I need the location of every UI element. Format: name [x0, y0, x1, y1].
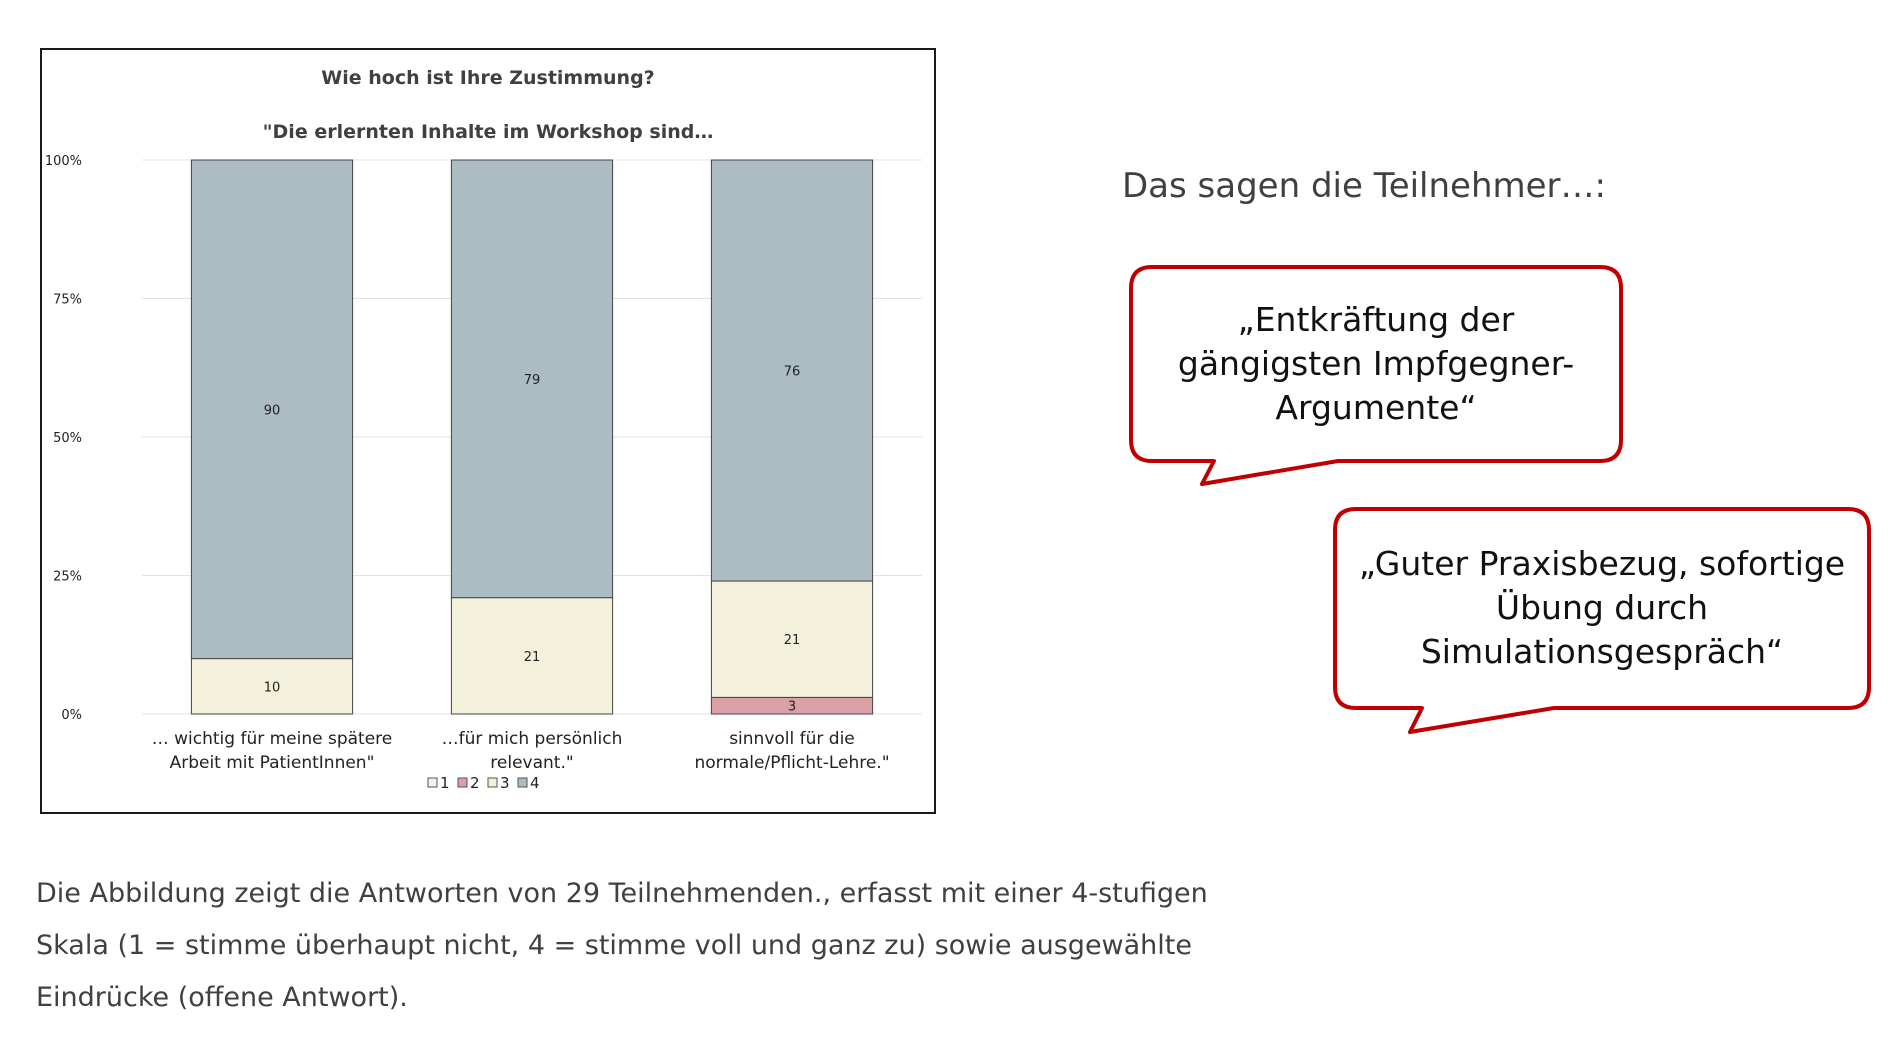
bar-value-label: 3 [788, 700, 796, 715]
quote-1-line-2: gängigsten Impfgegner- [1177, 344, 1575, 383]
y-tick-label: 0% [61, 708, 82, 723]
bar-value-label: 10 [264, 680, 281, 695]
category-label: normale/Pflicht-Lehre." [694, 753, 889, 773]
bar-value-label: 21 [524, 650, 541, 665]
quote-1-line-3: Argumente“ [1275, 388, 1477, 427]
category-label: … wichtig für meine spätere [152, 729, 393, 749]
legend: 1 2 3 4 [427, 774, 540, 792]
bar-value-label: 79 [524, 373, 541, 388]
bar-segment [710, 580, 874, 698]
figure-caption: Die Abbildung zeigt die Antworten von 29… [36, 878, 1208, 1013]
y-tick-label: 100% [45, 154, 82, 169]
legend-swatch [457, 777, 468, 788]
bar-segment [710, 159, 874, 582]
chart-title-line2: "Die erlernten Inhalte im Workshop sind… [263, 121, 714, 143]
y-tick-label: 25% [53, 570, 82, 585]
legend-label: 4 [530, 774, 540, 792]
quote-2-line-3: Simulationsgespräch“ [1420, 632, 1784, 671]
bar-value-label: 76 [784, 365, 801, 380]
speech-bubble-2-text: „Guter Praxisbezug, sofortige Übung durc… [1338, 512, 1866, 704]
speech-bubble-2: „Guter Praxisbezug, sofortige Übung durc… [1332, 506, 1872, 736]
bar-value-label: 90 [264, 403, 281, 418]
quote-2-line-1: „Guter Praxisbezug, sofortige [1358, 544, 1846, 583]
y-tick-label: 75% [53, 293, 82, 308]
stacked-bar-chart: Wie hoch ist Ihre Zustimmung? "Die erler… [45, 67, 922, 792]
category-label: Arbeit mit PatientInnen" [170, 753, 375, 773]
legend-label: 1 [440, 774, 450, 792]
speech-bubble-1: „Entkräftung der gängigsten Impfgegner- … [1128, 264, 1624, 490]
legend-swatch [487, 777, 498, 788]
bar-labels: 10 90 21 79 3 21 76 [264, 365, 801, 715]
category-label: …für mich persönlich [442, 729, 623, 749]
bars [190, 159, 874, 715]
bar-segment [190, 159, 354, 660]
speech-bubble-1-text: „Entkräftung der gängigsten Impfgegner- … [1134, 270, 1618, 458]
speech-bubble-1-shape [1129, 265, 1623, 486]
quote-2-line-2: Übung durch [1495, 588, 1709, 627]
legend-swatch [517, 777, 528, 788]
chart-title-line1: Wie hoch ist Ihre Zustimmung? [321, 67, 654, 89]
y-tick-label: 50% [53, 431, 82, 446]
speech-bubble-2-shape [1333, 507, 1871, 734]
bar-value-label: 21 [784, 633, 801, 648]
chart-frame: Wie hoch ist Ihre Zustimmung? "Die erler… [40, 48, 936, 814]
quotes-heading: Das sagen die Teilnehmer…: [1122, 166, 1606, 206]
bar-segment [190, 658, 354, 715]
category-labels: … wichtig für meine spätere Arbeit mit Pa… [152, 729, 890, 773]
category-label: relevant." [490, 753, 573, 773]
legend-swatch [427, 777, 438, 788]
category-label: sinnvoll für die [729, 729, 855, 749]
legend-label: 3 [500, 774, 510, 792]
legend-label: 2 [470, 774, 480, 792]
bar-segment [450, 159, 614, 599]
quote-1-line-1: „Entkräftung der [1237, 300, 1515, 339]
y-axis-ticks: 0% 25% 50% 75% 100% [45, 154, 82, 723]
